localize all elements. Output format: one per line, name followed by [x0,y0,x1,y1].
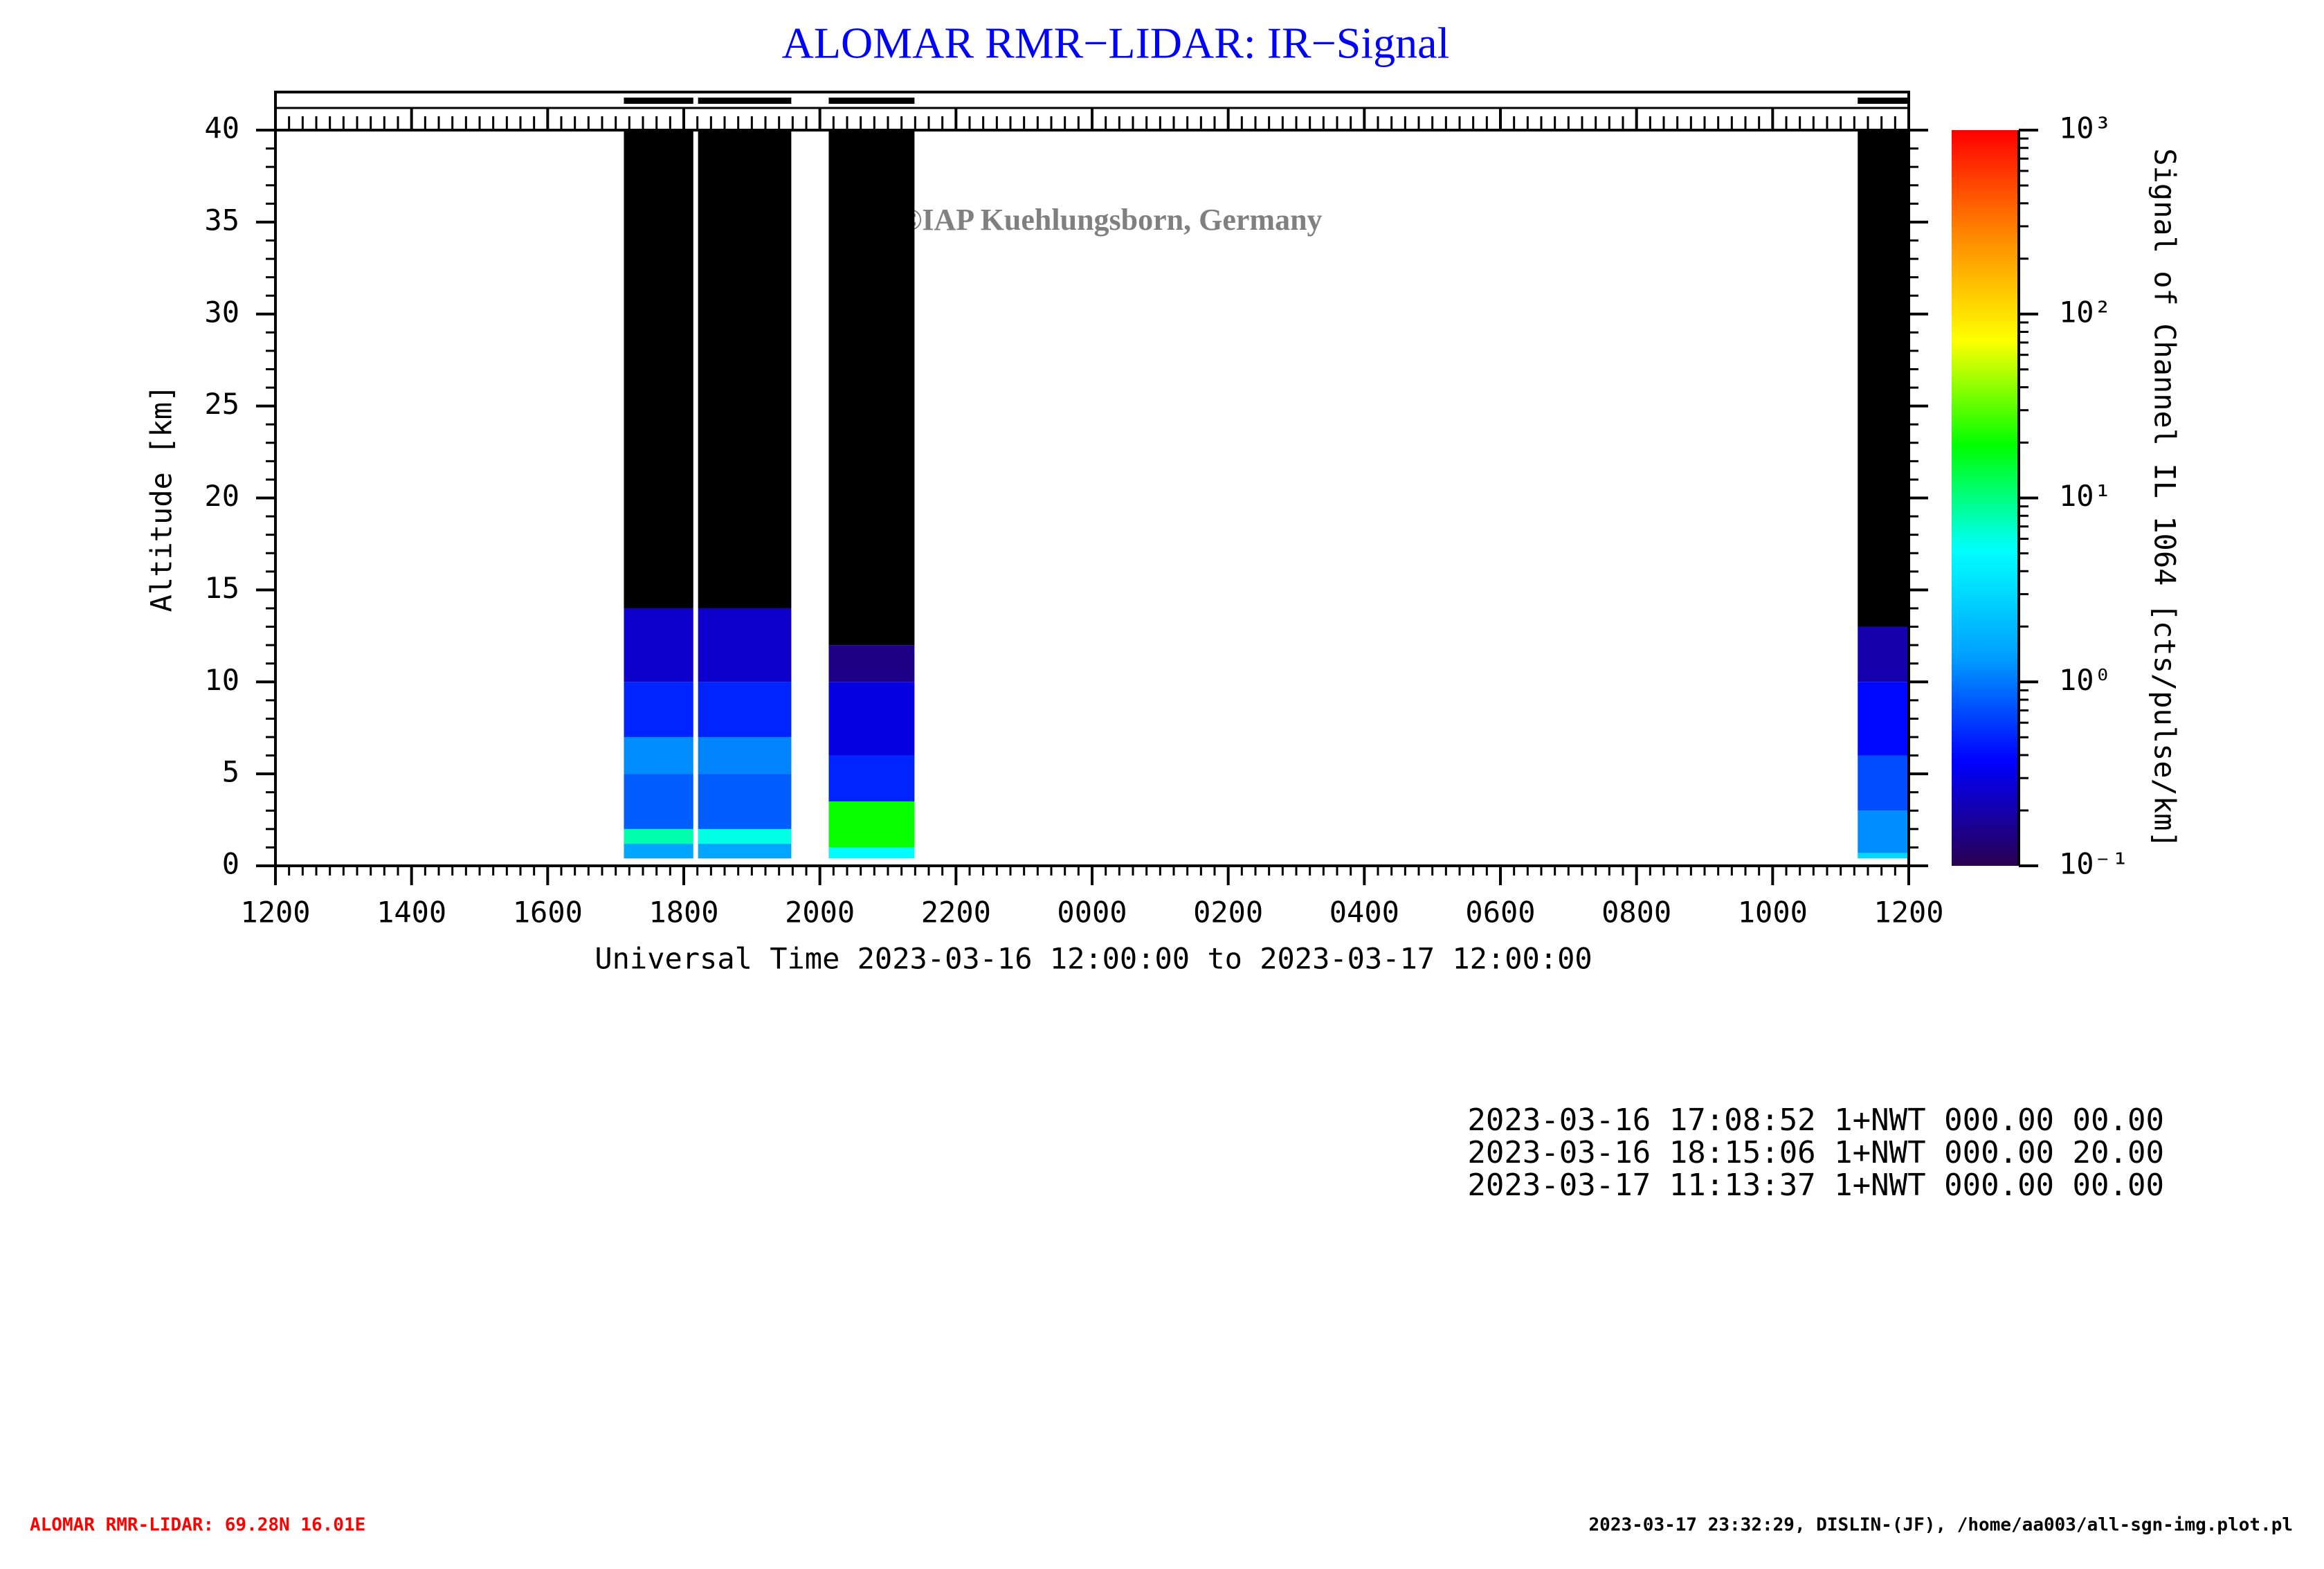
y-tick-label: 15 [204,571,239,605]
signal-cell [624,130,693,608]
y-tick-label: 25 [204,387,239,421]
signal-cell [1858,853,1909,859]
signal-cell [828,682,915,756]
signal-cell [698,774,792,829]
signal-cell [828,645,915,682]
x-tick-label: 0400 [1329,896,1399,929]
y-tick-label: 35 [204,203,239,237]
colorbar-tick-label: 10¹ [2059,479,2112,513]
signal-cell [828,130,915,646]
x-tick-label: 1200 [240,896,310,929]
y-tick-label: 10 [204,663,239,697]
colorbar-tick-label: 10⁻¹ [2059,847,2129,881]
signal-cell [698,828,792,844]
x-tick-label: 1800 [648,896,718,929]
signal-cell [698,736,792,774]
watermark: ©IAP Kuehlungsborn, Germany [899,203,1322,237]
signal-cell [698,130,792,608]
x-tick-label: 0600 [1465,896,1535,929]
y-tick-label: 0 [222,847,239,881]
y-axis-label: Altitude [km] [145,385,179,613]
log-line: 2023-03-16 18:15:06 1+NWT 000.00 20.00 [1467,1135,2164,1170]
x-tick-label: 0200 [1193,896,1263,929]
signal-cell [1858,626,1909,682]
x-tick-label: 0000 [1057,896,1127,929]
footer-right: 2023-03-17 23:32:29, DISLIN-(JF), /home/… [1589,1515,2293,1536]
signal-cell [624,736,693,774]
x-tick-label: 1600 [513,896,583,929]
log-line: 2023-03-17 11:13:37 1+NWT 000.00 00.00 [1467,1168,2164,1203]
x-tick-label: 2000 [785,896,855,929]
y-tick-label: 20 [204,479,239,513]
x-tick-label: 1200 [1873,896,1943,929]
colorbar-label: Signal of Channel IL 1064 [cts/pulse/km] [2148,148,2182,848]
y-tick-label: 40 [204,111,239,145]
colorbar-tick-label: 10⁰ [2059,663,2112,697]
chart-title: ALOMAR RMR−LIDAR: IR−Signal [782,19,1450,68]
plot-frame [274,129,1910,867]
signal-cell [1858,810,1909,853]
footer-left: ALOMAR RMR-LIDAR: 69.28N 16.01E [30,1515,365,1536]
colorbar [1952,130,2019,866]
signal-cell [624,682,693,737]
signal-cell [1858,682,1909,756]
signal-cell [828,847,915,859]
y-tick-label: 30 [204,295,239,329]
x-tick-label: 0800 [1601,896,1671,929]
signal-cell [624,844,693,859]
colorbar-tick-label: 10² [2059,295,2112,329]
signal-cell [828,755,915,801]
measurement-bar [698,98,792,104]
colorbar-tick-label: 10³ [2059,111,2112,145]
y-tick-label: 5 [222,755,239,789]
signal-cell [698,608,792,682]
measurement-bar [624,98,693,104]
signal-cell [1858,130,1909,627]
signal-cell [624,774,693,829]
x-tick-label: 1400 [376,896,446,929]
signal-cell [698,682,792,737]
signal-cell [698,844,792,859]
x-tick-label: 1000 [1738,896,1808,929]
log-line: 2023-03-16 17:08:52 1+NWT 000.00 00.00 [1467,1103,2164,1138]
signal-cell [624,608,693,682]
signal-cell [1858,755,1909,811]
x-tick-label: 2200 [921,896,991,929]
measurement-bar [828,98,915,104]
x-axis-label: Universal Time 2023-03-16 12:00:00 to 20… [594,942,1592,976]
signal-cell [624,828,693,844]
signal-cell [828,801,915,848]
measurement-bar [1858,98,1909,104]
